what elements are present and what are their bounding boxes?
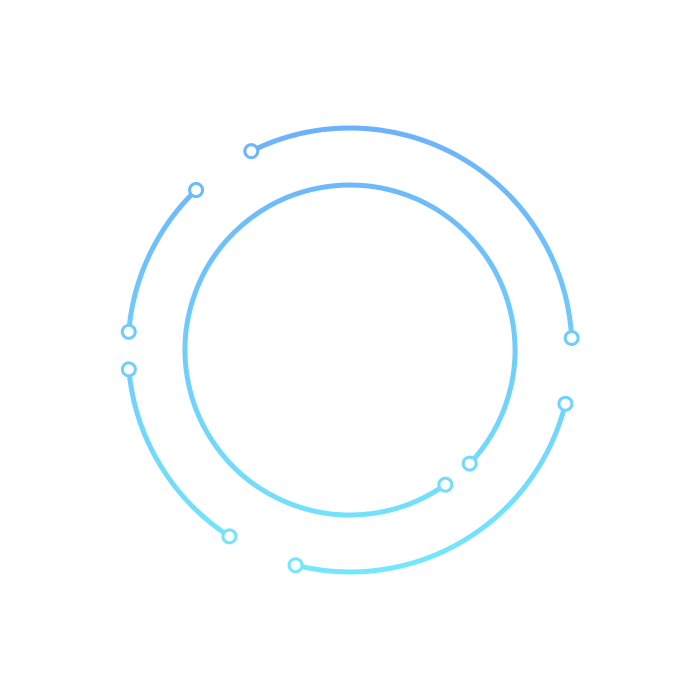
arc-endpoint-node <box>437 476 454 493</box>
arcs-group <box>126 125 575 575</box>
inner-ring-arc <box>182 182 518 518</box>
arc-endpoint-node <box>243 143 260 160</box>
outer-arc-top-right <box>250 125 575 339</box>
outer-arc-bottom-left <box>126 369 231 539</box>
nodes-group <box>120 143 580 574</box>
arc-endpoint-node <box>557 395 574 412</box>
outer-arc-bottom-right <box>294 403 568 575</box>
arc-endpoint-node <box>563 329 580 346</box>
arc-endpoint-node <box>188 182 205 199</box>
arc-endpoint-node <box>461 455 478 472</box>
arc-endpoint-node <box>287 557 304 574</box>
outer-arc-top-left <box>126 188 198 333</box>
arc-endpoint-node <box>120 361 137 378</box>
arc-endpoint-node <box>120 323 137 340</box>
arc-endpoint-node <box>221 528 238 545</box>
